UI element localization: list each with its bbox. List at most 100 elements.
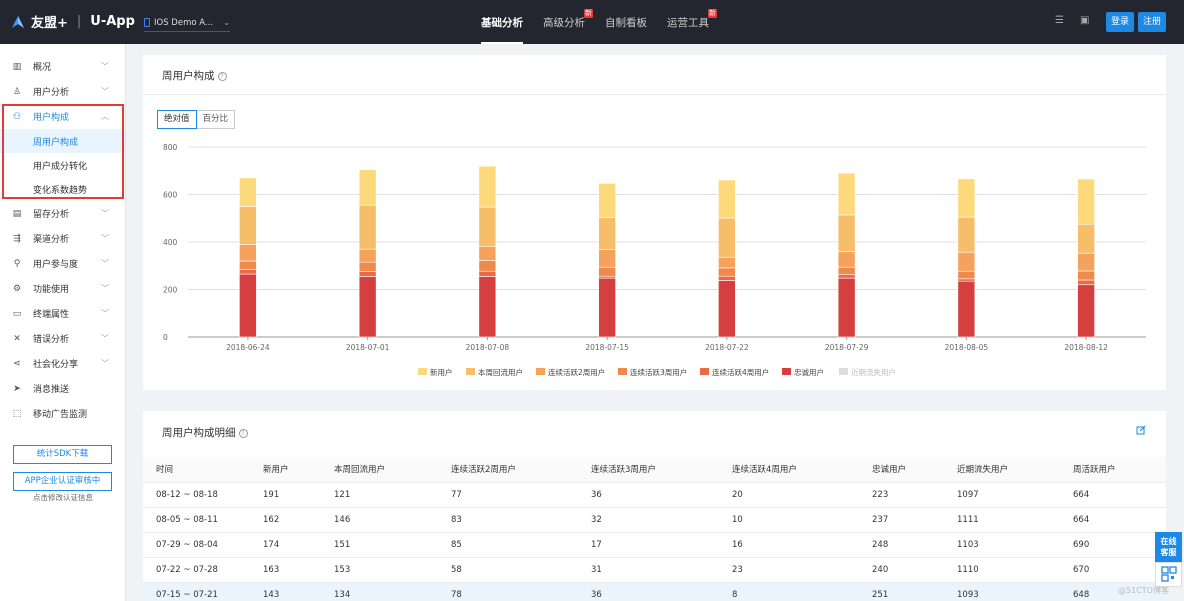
- sidebar-item[interactable]: ⚲ 用户参与度 ﹀: [0, 251, 125, 276]
- table-card-title: 周用户构成明细?: [162, 425, 248, 440]
- toggle-absolute[interactable]: 绝对值: [157, 110, 197, 129]
- sidebar-item[interactable]: ✕ 错误分析 ﹀: [0, 326, 125, 351]
- sidebar-item[interactable]: ➤ 消息推送: [0, 376, 125, 401]
- bar-segment: [718, 275, 736, 281]
- column-header: 近期流失用户: [944, 457, 1060, 483]
- online-service-label: 在线客服: [1160, 537, 1177, 557]
- top-bar: 友盟+ | U-App IOS Demo A... ⌄ 基础分析 高级分析新自制看…: [0, 0, 1184, 44]
- detail-table: 时间 新用户 本周回流用户 连续活跃2周用户 连续活跃3周用户 连续活跃4周用户 忠诚用户近…: [143, 457, 1166, 601]
- chevron-down-icon: ﹀: [101, 209, 109, 218]
- new-badge: 新: [708, 9, 717, 18]
- y-tick-label: 600: [163, 191, 178, 200]
- bar-segment: [957, 270, 976, 280]
- table-cell: 36: [578, 482, 719, 508]
- table-header-row: 时间 新用户 本周回流用户 连续活跃2周用户 连续活跃3周用户 连续活跃4周用户 忠诚用户近…: [143, 457, 1166, 483]
- sidebar-item[interactable]: ⋖ 社会化分享 ﹀: [0, 351, 125, 376]
- chevron-down-icon: ﹀: [101, 284, 109, 293]
- sidebar-item[interactable]: ▭ 终端属性 ﹀: [0, 301, 125, 326]
- cert-note-link[interactable]: 点击修改认证信息: [33, 493, 93, 502]
- legend-swatch: [839, 368, 848, 375]
- x-tick-label: 2018-07-08: [466, 343, 510, 352]
- table-row: 07-29 ~ 08-04 174 151 85 17 16 248 1103 690: [143, 532, 1166, 558]
- table-card: 周用户构成明细? 时间 新用户 本周回流用户 连续活跃2周用户 连续活跃3周用户 连续活跃…: [143, 411, 1166, 601]
- table-cell: 143: [250, 582, 321, 601]
- sidebar-item[interactable]: ⇶ 渠道分析 ﹀: [0, 226, 125, 251]
- qr-code-icon: [1161, 566, 1177, 582]
- chevron-down-icon: ﹀: [101, 309, 109, 318]
- edit-icon[interactable]: [1136, 425, 1146, 435]
- sidebar-item[interactable]: ▤ 留存分析 ﹀: [0, 201, 125, 226]
- table-cell: 07-29 ~ 08-04: [143, 532, 250, 558]
- bar-segment: [598, 183, 616, 218]
- table-cell: 10: [719, 507, 859, 533]
- table-cell: 1093: [944, 582, 1060, 601]
- table-row: 08-12 ~ 08-18 191 121 77 36 20 223 1097 664: [143, 482, 1166, 508]
- bar-segment: [358, 276, 377, 338]
- y-tick-label: 200: [163, 286, 178, 295]
- engagement-icon: ⚲: [13, 258, 21, 269]
- sidebar-item-label: 用户分析: [33, 88, 70, 98]
- table-cell: 78: [438, 582, 578, 601]
- sidebar-item[interactable]: ⬚ 移动广告监测: [0, 401, 125, 426]
- help-doc-icon[interactable]: ▣: [1079, 15, 1090, 26]
- nav-item[interactable]: 基础分析: [481, 0, 523, 44]
- app-cert-button[interactable]: APP企业认证审核中: [13, 472, 112, 491]
- list-icon[interactable]: ☰: [1055, 15, 1064, 26]
- legend-label: 连续活跃4周用户: [712, 367, 769, 377]
- register-button[interactable]: 注册: [1138, 12, 1166, 32]
- sidebar-item[interactable]: ⚙ 功能使用 ﹀: [0, 276, 125, 301]
- sidebar-item[interactable]: ♙ 用户分析 ﹀: [0, 79, 125, 104]
- sidebar-item[interactable]: ⚇ 用户构成 ︿: [0, 104, 125, 129]
- toggle-percent[interactable]: 百分比: [196, 110, 236, 129]
- help-icon[interactable]: ?: [217, 72, 227, 81]
- nav-item[interactable]: 高级分析新: [543, 0, 593, 44]
- legend-label: 近期流失用户: [851, 367, 896, 377]
- app-selector[interactable]: IOS Demo A... ⌄: [144, 14, 230, 32]
- online-service-button[interactable]: 在线客服: [1155, 532, 1182, 562]
- column-header: 本周回流用户: [321, 457, 438, 483]
- column-header: 周活跃用户: [1060, 457, 1166, 483]
- nav-item[interactable]: 运营工具新: [667, 0, 717, 44]
- table-cell: 162: [250, 507, 321, 533]
- table-cell: 08-12 ~ 08-18: [143, 482, 250, 508]
- sidebar-subitem[interactable]: 周用户构成: [0, 129, 125, 153]
- table-cell: 648: [1060, 582, 1166, 601]
- table-cell: 153: [321, 557, 438, 583]
- table-cell: 191: [250, 482, 321, 508]
- chevron-down-icon: ﹀: [101, 62, 109, 71]
- bar-chart-icon: ▥: [12, 61, 22, 72]
- nav-item-label: 自制看板: [605, 17, 647, 29]
- bar-segment: [239, 177, 257, 207]
- column-header: 忠诚用户: [859, 457, 944, 483]
- sidebar-item[interactable]: ▥ 概况 ﹀: [0, 54, 125, 79]
- chevron-down-icon: ﹀: [101, 359, 109, 368]
- nav-item[interactable]: 自制看板: [605, 0, 647, 44]
- share-icon: ⋖: [13, 358, 21, 369]
- bar-segment: [358, 204, 377, 250]
- bar-segment: [1077, 270, 1095, 281]
- device-icon: ▭: [12, 308, 22, 319]
- qr-code-button[interactable]: [1155, 562, 1182, 587]
- brand-logo[interactable]: 友盟+ | U-App: [10, 12, 135, 31]
- table-cell: 121: [321, 482, 438, 508]
- bar-segment: [478, 270, 497, 277]
- selection-highlight-box: [2, 104, 124, 199]
- help-icon[interactable]: ?: [238, 429, 248, 438]
- table-cell: 151: [321, 532, 438, 558]
- legend-label: 忠诚用户: [794, 367, 824, 377]
- legend-label: 连续活跃2周用户: [548, 367, 605, 377]
- sdk-download-button[interactable]: 统计SDK下载: [13, 445, 112, 464]
- table-cell: 670: [1060, 557, 1166, 583]
- bar-segment: [358, 261, 377, 272]
- bug-icon: ✕: [13, 333, 21, 344]
- column-header: 连续活跃3周用户: [578, 457, 719, 483]
- table-cell: 31: [578, 557, 719, 583]
- sidebar-subitem[interactable]: 变化系数趋势: [33, 185, 88, 196]
- legend-swatch: [782, 368, 791, 375]
- sidebar-item-label: 功能使用: [33, 285, 70, 295]
- sidebar-item-label: 错误分析: [33, 335, 70, 345]
- table-cell: 251: [859, 582, 944, 601]
- user-group-icon: ⚇: [12, 111, 22, 122]
- sidebar-subitem[interactable]: 用户成分转化: [33, 161, 88, 172]
- login-button[interactable]: 登录: [1106, 12, 1134, 32]
